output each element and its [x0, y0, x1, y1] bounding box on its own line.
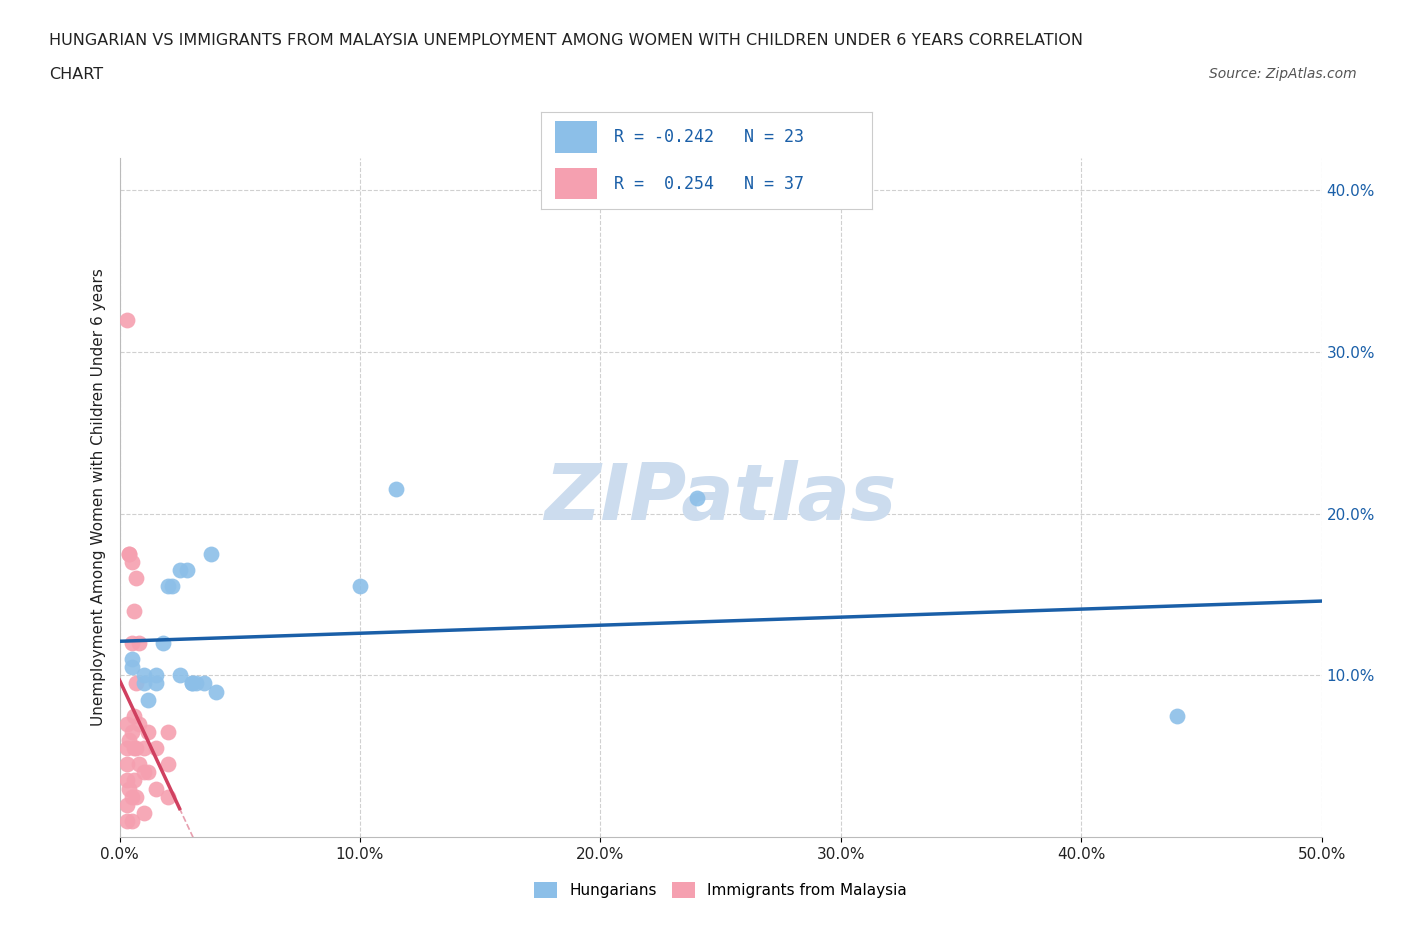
Point	[115, 814, 138, 829]
Point	[145, 676, 167, 691]
Point	[204, 684, 226, 699]
Text: R = -0.242   N = 23: R = -0.242 N = 23	[614, 128, 804, 146]
Point	[152, 635, 174, 650]
Point	[128, 757, 150, 772]
Point	[125, 790, 148, 804]
Text: CHART: CHART	[49, 67, 103, 82]
Bar	[554, 168, 598, 200]
Point	[200, 547, 222, 562]
Point	[122, 773, 145, 788]
Point	[115, 757, 138, 772]
Point	[125, 676, 148, 691]
Point	[145, 740, 167, 755]
Point	[156, 757, 179, 772]
Point	[118, 547, 141, 562]
Text: Source: ZipAtlas.com: Source: ZipAtlas.com	[1209, 67, 1357, 81]
Bar	[554, 122, 598, 153]
Point	[156, 790, 179, 804]
Text: ZIPatlas: ZIPatlas	[544, 459, 897, 536]
Point	[385, 482, 408, 497]
Y-axis label: Unemployment Among Women with Children Under 6 years: Unemployment Among Women with Children U…	[91, 269, 107, 726]
Point	[121, 555, 143, 570]
Point	[180, 676, 202, 691]
Legend: Hungarians, Immigrants from Malaysia: Hungarians, Immigrants from Malaysia	[529, 876, 912, 904]
Point	[118, 733, 141, 748]
Point	[186, 676, 208, 691]
Point	[138, 692, 160, 707]
Point	[115, 740, 138, 755]
Point	[122, 604, 145, 618]
Point	[121, 790, 143, 804]
Point	[193, 676, 215, 691]
Point	[685, 490, 707, 505]
Point	[145, 781, 167, 796]
Point	[121, 660, 143, 675]
Point	[115, 312, 138, 327]
Point	[1166, 709, 1188, 724]
Point	[132, 676, 155, 691]
Point	[132, 740, 155, 755]
Point	[121, 635, 143, 650]
Text: HUNGARIAN VS IMMIGRANTS FROM MALAYSIA UNEMPLOYMENT AMONG WOMEN WITH CHILDREN UND: HUNGARIAN VS IMMIGRANTS FROM MALAYSIA UN…	[49, 33, 1083, 47]
Point	[122, 709, 145, 724]
Point	[132, 668, 155, 683]
Point	[115, 716, 138, 731]
Point	[132, 764, 155, 779]
Point	[121, 652, 143, 667]
Point	[180, 676, 202, 691]
Point	[118, 547, 141, 562]
Point	[349, 579, 371, 594]
Point	[169, 563, 191, 578]
Point	[176, 563, 198, 578]
Text: R =  0.254   N = 37: R = 0.254 N = 37	[614, 175, 804, 193]
Point	[145, 668, 167, 683]
Point	[121, 814, 143, 829]
Point	[138, 724, 160, 739]
Point	[115, 773, 138, 788]
Point	[138, 764, 160, 779]
Point	[128, 635, 150, 650]
Point	[118, 781, 141, 796]
Point	[125, 571, 148, 586]
Point	[121, 724, 143, 739]
Point	[169, 668, 191, 683]
Point	[128, 716, 150, 731]
Point	[122, 740, 145, 755]
Point	[115, 797, 138, 812]
Point	[156, 579, 179, 594]
Point	[162, 579, 184, 594]
Point	[156, 724, 179, 739]
Point	[132, 805, 155, 820]
Point	[125, 740, 148, 755]
